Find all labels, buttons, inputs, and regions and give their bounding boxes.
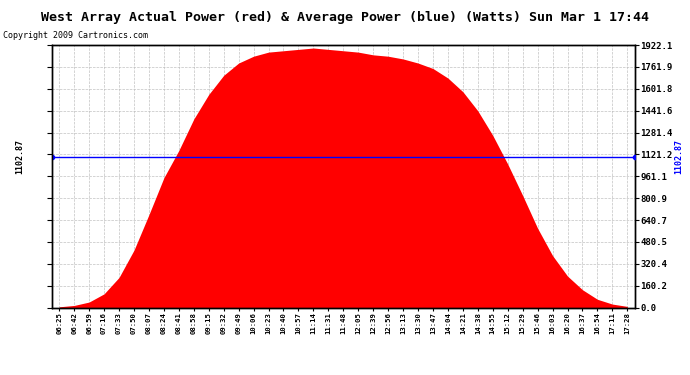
Text: Copyright 2009 Cartronics.com: Copyright 2009 Cartronics.com (3, 32, 148, 40)
Text: 1102.87: 1102.87 (674, 140, 683, 174)
Text: 1102.87: 1102.87 (15, 140, 24, 174)
Text: West Array Actual Power (red) & Average Power (blue) (Watts) Sun Mar 1 17:44: West Array Actual Power (red) & Average … (41, 11, 649, 24)
